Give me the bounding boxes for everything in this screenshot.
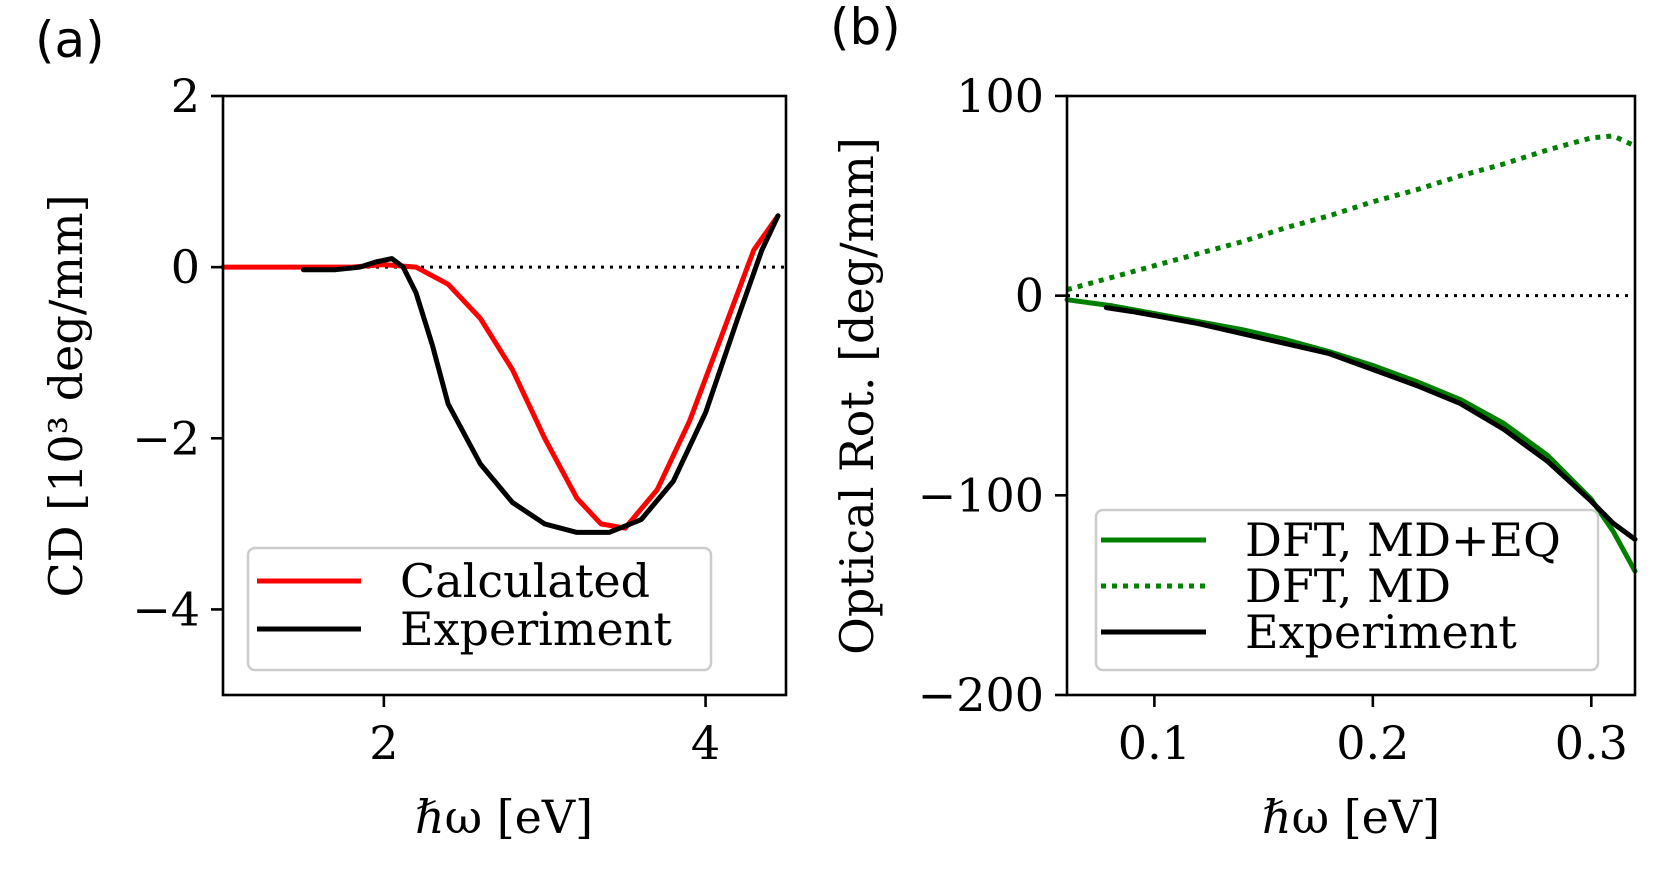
panel-b-x-tick-label-1: 0.2 xyxy=(1336,716,1409,770)
panel-a-y-tick-label-1: 0 xyxy=(171,240,200,294)
panel-a-x-axis-label: ℏω [eV] xyxy=(415,790,593,844)
panel-a-series-experiment-line xyxy=(300,213,781,535)
panel-b-legend-label-md: DFT, MD xyxy=(1245,559,1451,613)
panel-a: (a) 2 4 2 0 −2 −4 ℏω [eV] CD [10³ deg/mm] Ca… xyxy=(35,11,788,844)
panel-b-y-tick-label-1: 0 xyxy=(1015,269,1044,323)
panel-a-x-tick-label-0: 2 xyxy=(369,716,398,770)
panel-b-x-axis-label: ℏω [eV] xyxy=(1262,790,1440,844)
panel-a-y-tick-label-0: 2 xyxy=(171,69,200,123)
panel-a-y-tick-label-2: −2 xyxy=(132,411,200,465)
panel-a-legend-label-experiment: Experiment xyxy=(400,602,672,656)
panel-b-legend-box xyxy=(1094,508,1600,672)
panel-a-legend: Calculated Experiment xyxy=(246,546,713,672)
panel-a-y-tick-label-3: −4 xyxy=(132,582,200,636)
panel-a-series-calculated-line xyxy=(220,213,781,531)
panel-a-legend-label-calculated: Calculated xyxy=(400,554,650,608)
panel-a-axes-frame xyxy=(221,94,788,697)
panel-b-label: (b) xyxy=(830,0,901,56)
panel-b-y-tick-label-2: −100 xyxy=(918,468,1044,522)
panel-b-y-axis-label: Optical Rot. [deg/mm] xyxy=(830,137,884,655)
panel-b-legend: DFT, MD+EQ DFT, MD Experiment xyxy=(1094,508,1600,672)
panel-b-x-tick-label-0: 0.1 xyxy=(1118,716,1191,770)
panel-b: (b) 0.1 0.2 0.3 100 0 −100 −200 ℏω [eV] Optic… xyxy=(830,0,1638,844)
panel-a-y-axis-label: CD [10³ deg/mm] xyxy=(39,194,93,597)
panel-a-label: (a) xyxy=(35,11,105,69)
panel-a-x-tick-label-1: 4 xyxy=(691,716,720,770)
panel-b-series-dft-md-line xyxy=(1066,133,1637,293)
panel-b-series-experiment-line xyxy=(1103,305,1638,542)
panel-b-axes-frame xyxy=(1065,94,1637,697)
panel-b-legend-label-experiment: Experiment xyxy=(1245,605,1517,659)
panel-b-x-tick-label-2: 0.3 xyxy=(1555,716,1628,770)
panel-b-legend-label-md-eq: DFT, MD+EQ xyxy=(1245,513,1561,567)
panel-a-legend-box xyxy=(246,546,713,672)
panel-b-y-tick-label-3: −200 xyxy=(918,668,1044,722)
panel-b-y-tick-label-0: 100 xyxy=(956,69,1044,123)
